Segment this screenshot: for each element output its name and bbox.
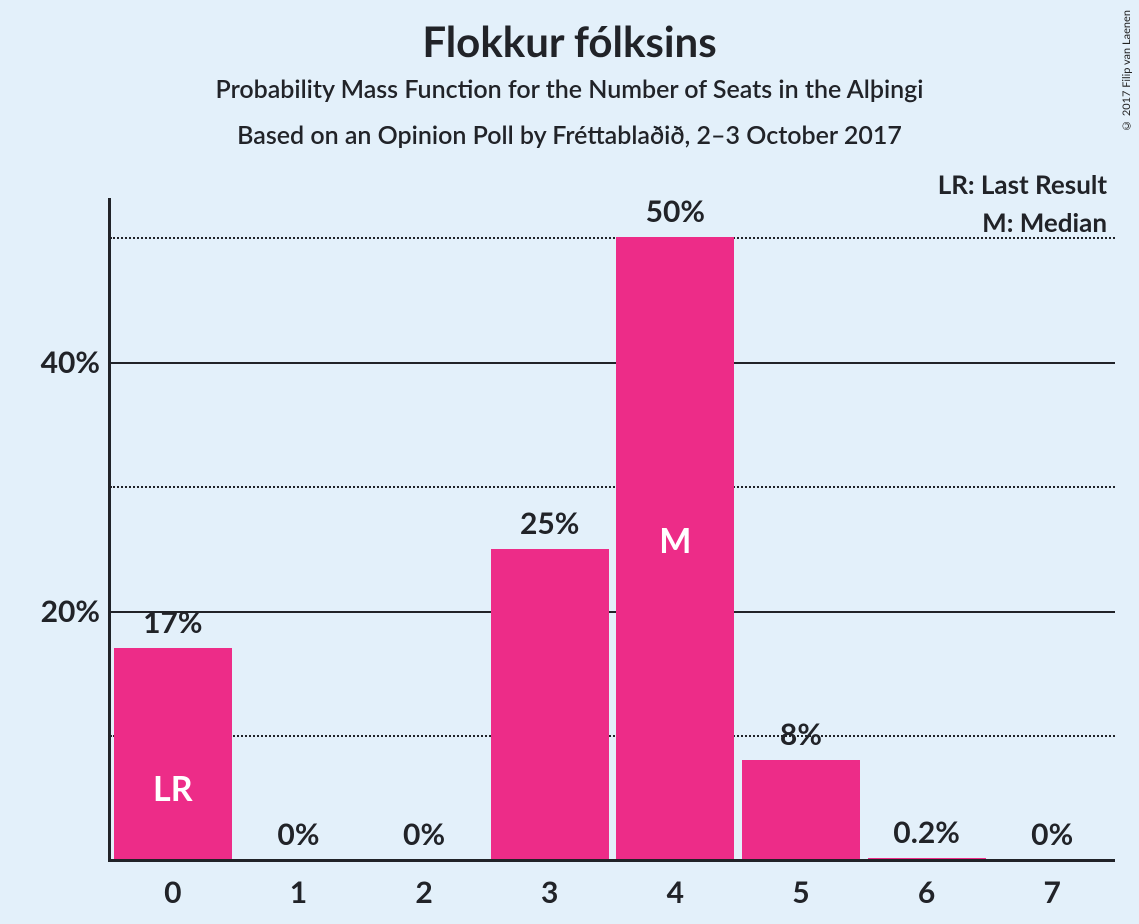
bar-inner-label: M xyxy=(616,520,734,561)
bar-value-label: 0% xyxy=(365,816,483,852)
x-tick-label: 0 xyxy=(110,874,236,910)
bar-value-label: 8% xyxy=(742,716,860,752)
x-tick-label: 5 xyxy=(738,874,864,910)
grid-minor xyxy=(110,237,1115,239)
bar-value-label: 50% xyxy=(616,193,734,229)
x-tick-label: 7 xyxy=(989,874,1115,910)
chart-title: Flokkur fólksins xyxy=(0,16,1139,66)
bar: LR xyxy=(114,648,232,860)
x-tick-label: 2 xyxy=(361,874,487,910)
x-tick-label: 1 xyxy=(236,874,362,910)
grid-minor xyxy=(110,735,1115,737)
chart-subtitle-2: Based on an Opinion Poll by Fréttablaðið… xyxy=(0,120,1139,150)
x-tick-label: 3 xyxy=(487,874,613,910)
bar-value-label: 0.2% xyxy=(868,814,986,850)
bar-value-label: 25% xyxy=(491,505,609,541)
bar-value-label: 0% xyxy=(239,816,357,852)
bar-inner-label: LR xyxy=(114,768,232,809)
x-axis xyxy=(108,859,1115,862)
bar xyxy=(742,760,860,860)
legend-item: M: Median xyxy=(982,206,1107,238)
y-tick-label: 20% xyxy=(10,593,100,629)
legend-item: LR: Last Result xyxy=(938,168,1107,200)
x-tick-label: 4 xyxy=(613,874,739,910)
grid-minor xyxy=(110,486,1115,488)
copyright-text: © 2017 Filip van Laenen xyxy=(1120,10,1133,132)
bar-chart: 20%40%LR17%00%10%225%3M50%48%50.2%60%7LR… xyxy=(110,200,1115,860)
y-tick-label: 40% xyxy=(10,344,100,380)
bar-value-label: 0% xyxy=(993,816,1111,852)
bar-value-label: 17% xyxy=(114,604,232,640)
bar xyxy=(491,549,609,860)
x-tick-label: 6 xyxy=(864,874,990,910)
bar: M xyxy=(616,237,734,860)
chart-subtitle-1: Probability Mass Function for the Number… xyxy=(0,74,1139,104)
y-axis xyxy=(108,198,111,862)
grid-major xyxy=(110,362,1115,364)
grid-major xyxy=(110,611,1115,613)
